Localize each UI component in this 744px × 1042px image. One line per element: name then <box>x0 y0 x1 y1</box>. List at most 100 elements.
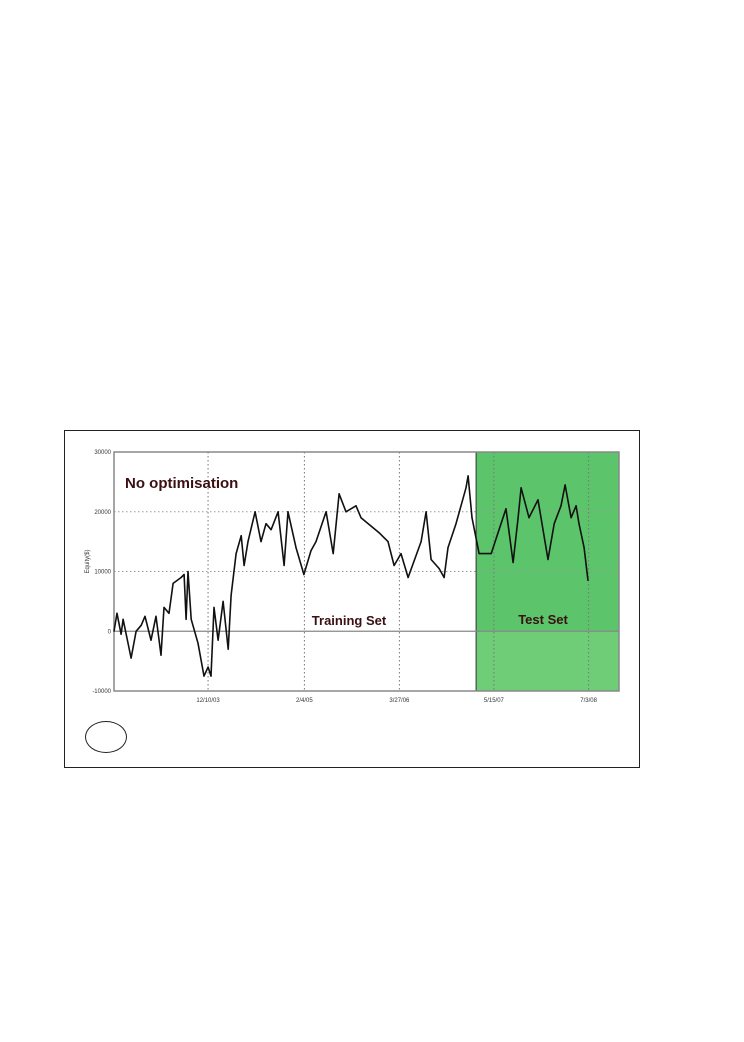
x-tick-label: 7/3/08 <box>580 698 597 704</box>
data-point <box>235 552 237 555</box>
y-axis-label: Equity($) <box>85 549 91 573</box>
data-point <box>247 541 249 543</box>
data-point <box>122 618 124 620</box>
data-point <box>407 576 409 579</box>
data-point <box>465 487 467 489</box>
y-tick-label: 10000 <box>94 570 111 576</box>
data-point <box>430 558 432 561</box>
data-point <box>325 511 327 513</box>
data-point <box>447 547 449 549</box>
data-point <box>135 630 137 632</box>
data-point <box>230 594 232 596</box>
data-point <box>425 511 427 513</box>
data-point <box>240 535 242 537</box>
data-point <box>310 549 312 552</box>
region-label-test: Test Set <box>518 612 568 627</box>
data-point <box>168 612 170 614</box>
figure-frame: -10000 0 10000 20000 30000 12/10/03 2/4/05 3/27… <box>64 430 640 768</box>
data-point <box>270 529 272 531</box>
data-point <box>355 505 357 507</box>
data-point <box>528 517 530 519</box>
data-point <box>564 484 566 486</box>
x-tick-label: 2/4/05 <box>296 698 313 704</box>
empty-ellipse-marker <box>85 721 127 753</box>
data-point <box>500 523 502 525</box>
data-point <box>560 505 562 507</box>
data-point <box>505 508 507 510</box>
data-point <box>222 600 224 602</box>
data-point <box>283 564 285 567</box>
data-point <box>150 639 152 641</box>
data-point <box>120 633 122 635</box>
data-point <box>210 675 212 677</box>
equity-chart: -10000 0 10000 20000 30000 12/10/03 2/4/05 3/27… <box>85 450 620 704</box>
data-point <box>443 576 445 579</box>
data-point <box>438 567 440 570</box>
y-tick-label: 20000 <box>94 510 111 516</box>
data-point <box>490 552 492 555</box>
data-point <box>227 648 229 650</box>
data-point <box>537 499 539 501</box>
data-point <box>243 564 245 567</box>
data-point <box>400 552 402 555</box>
data-point <box>217 639 219 641</box>
data-point <box>460 505 462 507</box>
data-point <box>213 606 215 608</box>
data-point <box>277 511 279 513</box>
data-point <box>471 517 473 519</box>
data-point <box>578 523 580 525</box>
data-point <box>207 666 209 668</box>
data-point <box>587 579 589 582</box>
data-point <box>260 541 262 543</box>
data-point <box>387 541 389 543</box>
data-point <box>203 675 205 677</box>
x-tick-label: 5/15/07 <box>484 698 505 704</box>
plot-border <box>113 451 620 692</box>
data-point <box>130 657 132 659</box>
data-point <box>254 511 256 513</box>
data-point <box>163 606 165 608</box>
data-point <box>360 517 362 519</box>
data-point <box>303 573 305 576</box>
data-point <box>265 523 267 525</box>
data-point <box>520 487 522 489</box>
data-point <box>455 523 457 525</box>
data-point <box>512 561 514 564</box>
chart-title: No optimisation <box>125 475 238 492</box>
data-point <box>553 523 555 525</box>
x-tick-label: 12/10/03 <box>196 698 220 704</box>
region-test-lower <box>476 631 619 691</box>
data-point <box>570 517 572 519</box>
data-point <box>183 573 185 576</box>
y-tick-label: 0 <box>108 629 112 635</box>
data-point <box>185 618 187 620</box>
data-point <box>547 558 549 561</box>
data-point <box>575 505 577 507</box>
data-point <box>332 552 334 555</box>
data-point <box>478 552 480 555</box>
data-point <box>172 582 174 585</box>
data-point <box>144 615 146 617</box>
data-point <box>517 517 519 519</box>
data-point <box>160 654 162 656</box>
y-tick-label: -10000 <box>92 689 111 695</box>
data-point <box>338 493 340 495</box>
data-point <box>287 511 289 513</box>
data-point <box>295 547 297 549</box>
data-point <box>393 564 395 567</box>
data-point <box>197 642 199 644</box>
data-point <box>315 541 317 543</box>
data-point <box>187 570 189 573</box>
data-point <box>345 511 347 513</box>
data-point <box>420 541 422 543</box>
data-point <box>180 576 182 579</box>
data-point <box>583 547 585 549</box>
data-point <box>190 618 192 620</box>
data-point <box>467 475 469 477</box>
x-tick-label: 3/27/06 <box>389 698 410 704</box>
data-point <box>378 532 380 534</box>
data-point <box>155 615 157 617</box>
y-tick-label: 30000 <box>94 450 111 456</box>
region-label-training: Training Set <box>312 613 387 628</box>
data-point <box>116 612 118 614</box>
